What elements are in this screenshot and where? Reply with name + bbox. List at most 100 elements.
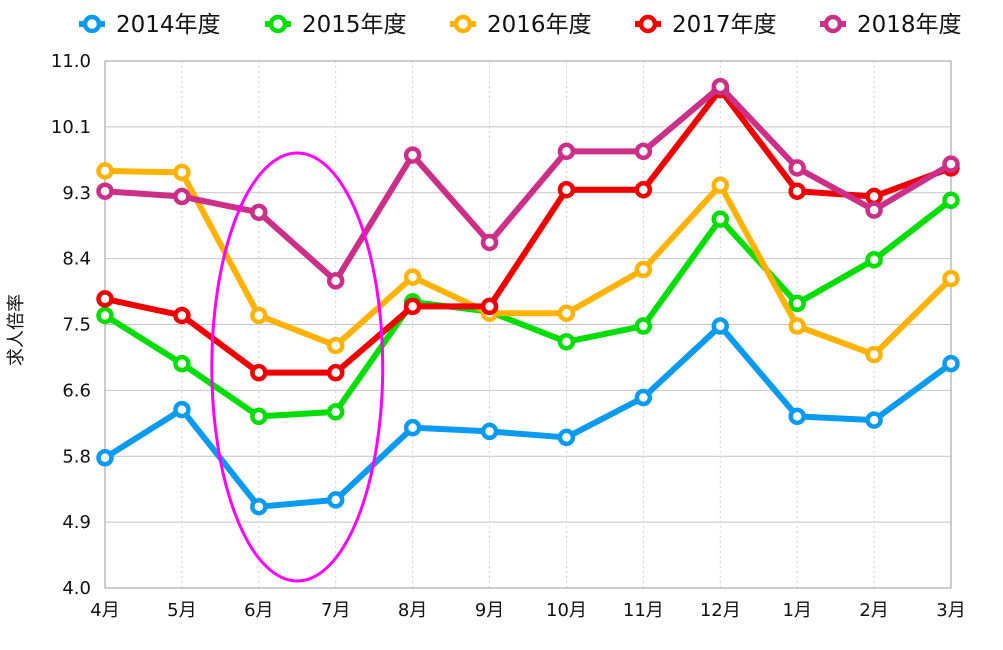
x-axis-ticks: 4月 5月 6月 7月 8月 9月 10月 11月 12月 1月 2月 3月 — [90, 600, 965, 621]
data-point — [557, 333, 576, 351]
data-point — [403, 418, 422, 437]
y-tick-label: 7.5 — [62, 315, 91, 336]
legend-label: 2018年度 — [857, 12, 962, 38]
data-point — [711, 317, 730, 335]
data-point — [326, 272, 345, 290]
plot-frame — [104, 60, 952, 589]
data-point — [480, 422, 499, 441]
x-tick-label: 7月 — [321, 600, 350, 621]
data-point — [942, 354, 960, 373]
data-point — [634, 260, 653, 279]
x-tick-label: 11月 — [623, 600, 664, 621]
data-point — [173, 187, 191, 206]
series-line — [102, 86, 954, 376]
data-point — [634, 388, 653, 407]
data-point — [788, 182, 806, 200]
x-tick-label: 3月 — [936, 600, 965, 621]
data-point — [403, 268, 422, 286]
legend-label: 2014年度 — [116, 12, 221, 38]
data-point — [326, 403, 345, 421]
y-tick-label: 9.3 — [62, 183, 91, 204]
series-group — [96, 317, 960, 516]
data-point — [326, 336, 345, 355]
data-point — [96, 182, 114, 200]
y-tick-label: 11.0 — [51, 51, 91, 72]
data-point — [711, 176, 730, 194]
data-point — [480, 233, 499, 252]
data-point — [942, 191, 960, 210]
series-group — [96, 191, 960, 426]
y-tick-label: 5.8 — [62, 446, 91, 467]
data-point — [788, 159, 806, 177]
x-tick-label: 6月 — [244, 600, 273, 621]
data-point — [403, 146, 422, 164]
data-point — [942, 269, 960, 288]
legend-swatch-marker — [823, 14, 843, 34]
data-point — [865, 187, 883, 206]
x-tick-label: 9月 — [475, 600, 504, 621]
series-line — [102, 167, 954, 358]
data-point — [788, 294, 806, 313]
legend-item: 2017年度 — [635, 12, 777, 38]
data-point — [250, 363, 268, 382]
x-tick-label: 8月 — [398, 600, 427, 621]
data-point — [942, 155, 960, 173]
data-point — [96, 306, 114, 325]
series-group — [96, 162, 960, 364]
data-point — [480, 297, 499, 316]
data-point — [788, 407, 806, 426]
data-point — [250, 497, 268, 516]
series-layer — [96, 77, 960, 516]
data-point — [326, 491, 345, 509]
data-point — [788, 317, 806, 335]
highlight-ellipse — [210, 151, 385, 583]
data-point — [711, 210, 730, 228]
data-point — [173, 354, 191, 373]
data-point — [865, 411, 883, 429]
data-point — [557, 428, 576, 447]
data-point — [634, 180, 653, 199]
series-line — [102, 83, 954, 284]
legend-label: 2016年度 — [487, 12, 592, 38]
y-tick-label: 8.4 — [62, 249, 91, 270]
data-point — [865, 345, 883, 364]
data-point — [865, 251, 883, 269]
data-point — [173, 306, 191, 325]
data-point — [557, 304, 576, 322]
data-point — [403, 297, 422, 316]
x-tick-label: 1月 — [782, 600, 811, 621]
series-group — [96, 77, 960, 290]
data-point — [173, 163, 191, 182]
data-point — [557, 142, 576, 161]
y-tick-label: 6.6 — [62, 380, 91, 401]
legend-swatch-marker — [453, 14, 473, 34]
data-point — [634, 317, 653, 335]
data-point — [557, 180, 576, 199]
x-tick-label: 5月 — [167, 600, 196, 621]
series-line — [102, 323, 954, 510]
legend-swatch-marker — [82, 14, 102, 34]
y-tick-label: 4.0 — [62, 578, 91, 599]
legend-item: 2018年度 — [820, 12, 962, 38]
data-point — [173, 400, 191, 419]
y-axis-label: 求人倍率 — [6, 294, 27, 366]
legend-label: 2015年度 — [302, 12, 407, 38]
data-point — [634, 142, 653, 161]
x-tick-label: 10月 — [546, 600, 587, 621]
legend-item: 2016年度 — [450, 12, 592, 38]
data-point — [326, 363, 345, 382]
x-tick-label: 12月 — [700, 600, 741, 621]
x-tick-label: 4月 — [90, 600, 119, 621]
y-tick-label: 10.1 — [51, 117, 91, 138]
legend-swatch-marker — [268, 14, 288, 34]
data-point — [865, 201, 883, 219]
data-point — [96, 449, 114, 467]
data-point — [96, 162, 114, 180]
y-tick-label: 4.9 — [62, 512, 91, 533]
data-point — [96, 290, 114, 308]
x-tick-label: 2月 — [859, 600, 888, 621]
legend: 2014年度 2015年度 2016年度 2017年度 2018年度 — [79, 12, 962, 38]
data-point — [250, 203, 268, 222]
data-point — [250, 306, 268, 325]
